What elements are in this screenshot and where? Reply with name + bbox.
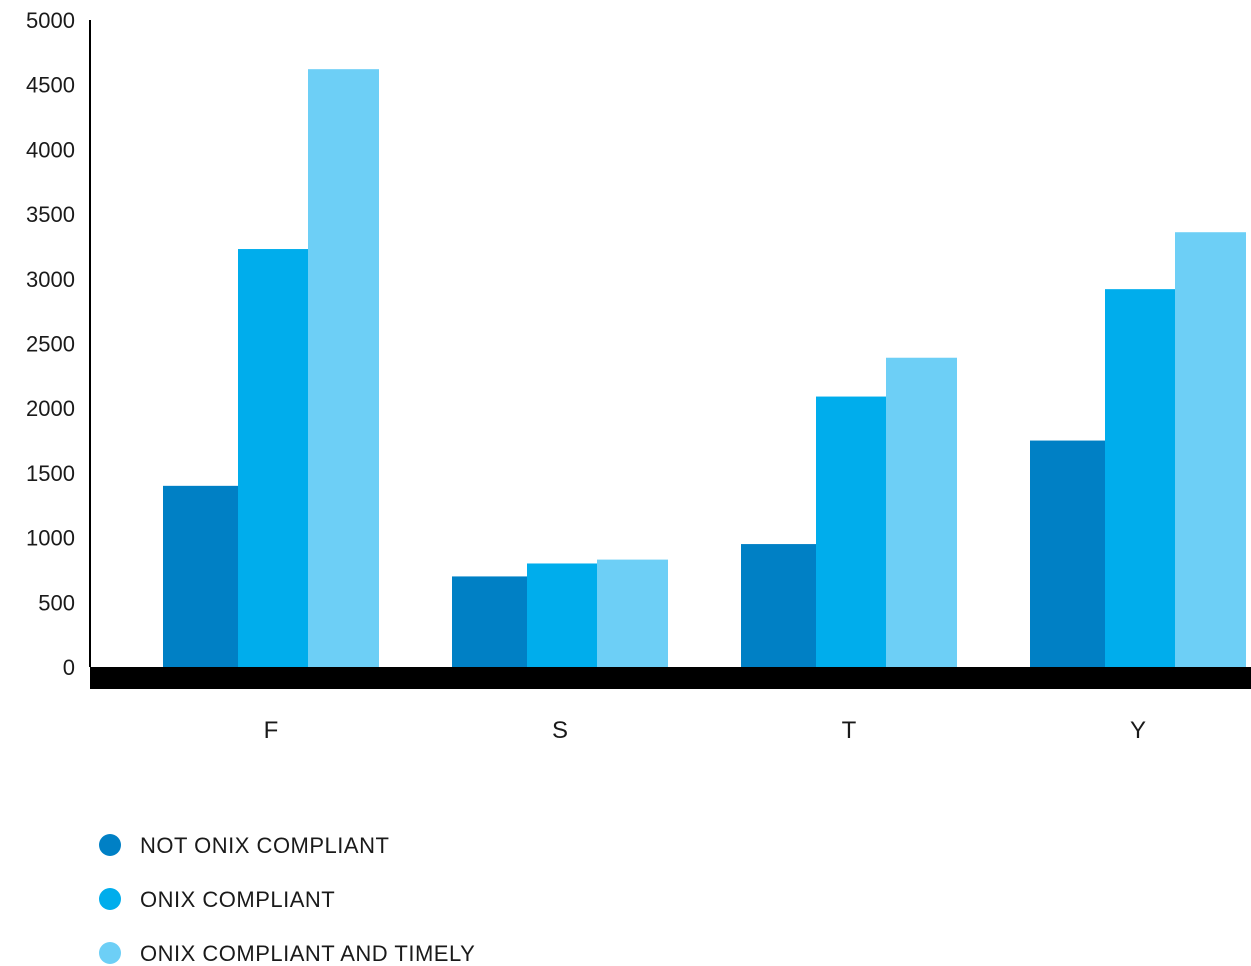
x-category-label: S xyxy=(552,717,568,744)
bar-f-series-1 xyxy=(163,485,238,667)
x-category-label: Y xyxy=(1130,717,1146,744)
y-tick-label: 1500 xyxy=(26,461,75,486)
legend-label: NOT ONIX COMPLIANT xyxy=(140,833,389,858)
y-tick-label: 0 xyxy=(63,655,75,680)
bar-t-series-2 xyxy=(816,396,886,667)
legend-swatch xyxy=(99,942,121,964)
x-category-label: F xyxy=(264,717,279,744)
legend: NOT ONIX COMPLIANT ONIX COMPLIANT ONIX COM… xyxy=(99,833,475,966)
bar-s-series-2 xyxy=(527,563,597,667)
baseline xyxy=(90,667,1251,689)
bar-y-series-1 xyxy=(1030,440,1105,667)
y-tick-label: 2000 xyxy=(26,396,75,421)
y-tick-label: 500 xyxy=(38,590,75,615)
legend-item: ONIX COMPLIANT xyxy=(99,887,335,912)
bars xyxy=(163,69,1246,667)
bar-y-series-2 xyxy=(1105,289,1175,667)
y-tick-label: 3000 xyxy=(26,267,75,292)
legend-swatch xyxy=(99,834,121,856)
x-axis-baseline xyxy=(90,667,1251,689)
bar-f-series-2 xyxy=(238,249,308,667)
y-tick-label: 5000 xyxy=(26,8,75,33)
legend-swatch xyxy=(99,888,121,910)
bar-s-series-3 xyxy=(597,559,668,667)
legend-item: NOT ONIX COMPLIANT xyxy=(99,833,389,858)
y-tick-label: 4500 xyxy=(26,73,75,98)
y-tick-label: 4000 xyxy=(26,137,75,162)
bar-s-series-1 xyxy=(452,576,527,667)
legend-label: ONIX COMPLIANT AND TIMELY xyxy=(140,941,475,966)
legend-item: ONIX COMPLIANT AND TIMELY xyxy=(99,941,475,966)
y-tick-label: 2500 xyxy=(26,332,75,357)
y-axis: 0 500 1000 1500 2000 2500 3000 3500 4000 4500 5000 xyxy=(26,8,91,680)
bar-y-series-3 xyxy=(1175,232,1246,667)
bar-t-series-1 xyxy=(741,544,816,667)
bar-f-series-3 xyxy=(308,69,379,667)
x-category-label: T xyxy=(842,717,857,744)
y-tick-label: 3500 xyxy=(26,202,75,227)
y-tick-label: 1000 xyxy=(26,526,75,551)
legend-label: ONIX COMPLIANT xyxy=(140,887,335,912)
bar-t-series-3 xyxy=(886,357,957,667)
